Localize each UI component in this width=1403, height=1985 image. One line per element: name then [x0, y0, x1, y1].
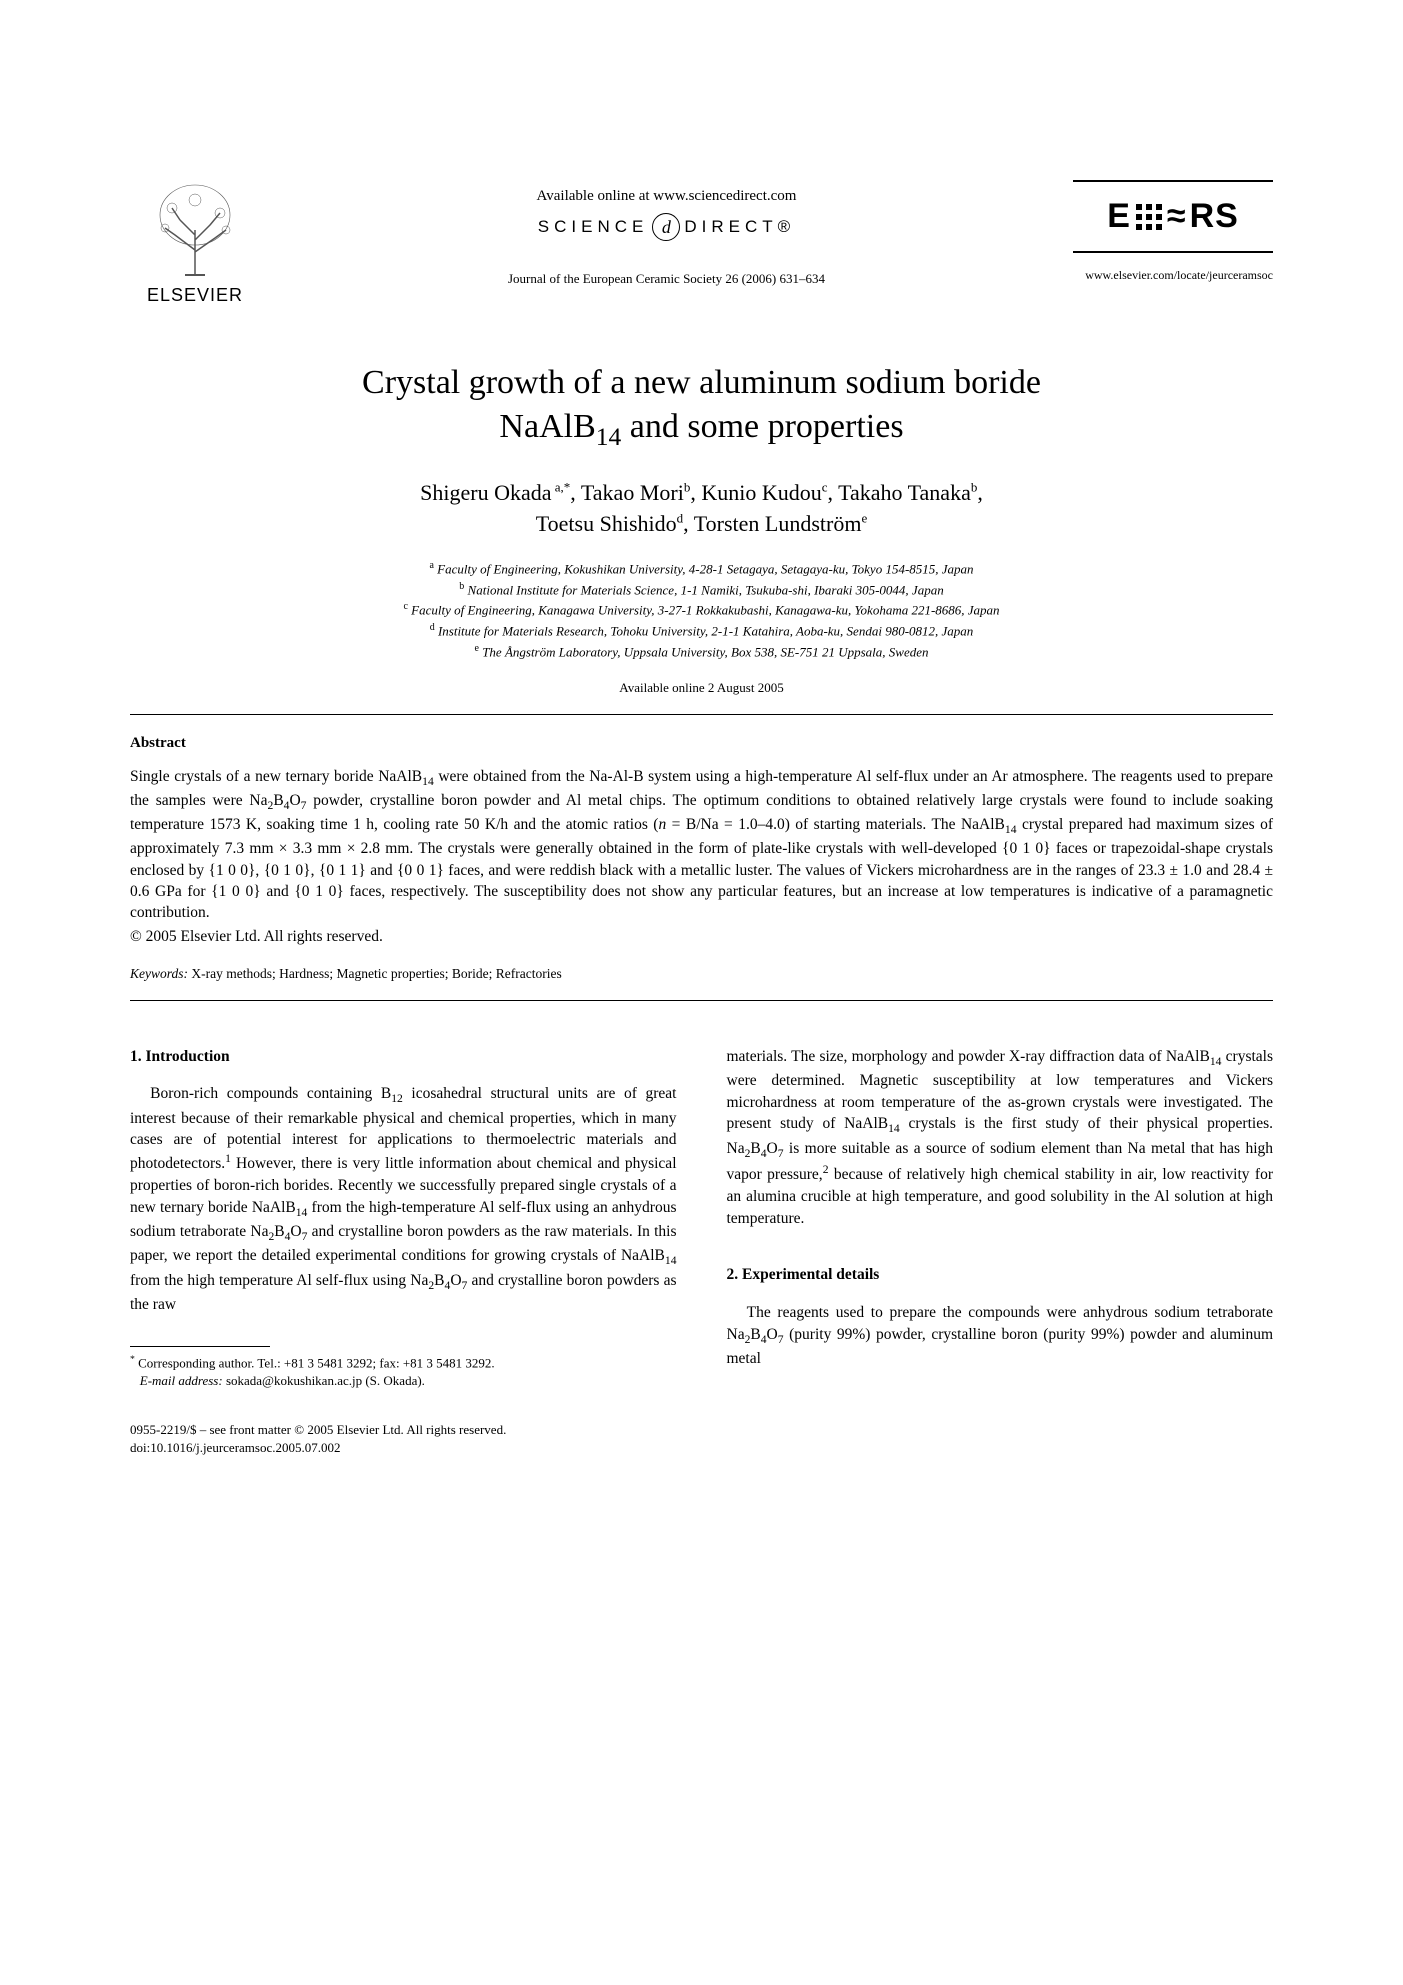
title-line2: NaAlB14 and some properties	[499, 408, 903, 445]
abstract-body: Single crystals of a new ternary boride …	[130, 766, 1273, 924]
section-2-para: The reagents used to prepare the compoun…	[727, 1302, 1274, 1370]
author-4-pre: , Takaho Tanaka	[828, 480, 971, 505]
footnote-line2: E-mail address: sokada@kokushikan.ac.jp …	[130, 1372, 677, 1390]
article-title: Crystal growth of a new aluminum sodium …	[130, 361, 1273, 453]
footnote-line1: * Corresponding author. Tel.: +81 3 5481…	[130, 1353, 677, 1373]
ecers-rs: RS	[1190, 197, 1239, 236]
author-4-comma: ,	[977, 480, 983, 505]
author-5: Toetsu Shishido	[536, 511, 677, 536]
authors-block: Shigeru Okada a,*, Takao Morib, Kunio Ku…	[130, 478, 1273, 540]
title-line1: Crystal growth of a new aluminum sodium …	[362, 364, 1041, 401]
left-column: 1. Introduction Boron-rich compounds con…	[130, 1046, 677, 1391]
copyright-line: © 2005 Elsevier Ltd. All rights reserved…	[130, 928, 1273, 946]
keywords-value: X-ray methods; Hardness; Magnetic proper…	[188, 966, 562, 981]
author-6-pre: , Torsten Lundström	[683, 511, 861, 536]
bottom-info: 0955-2219/$ – see front matter © 2005 El…	[130, 1421, 1273, 1457]
footnote-block: * Corresponding author. Tel.: +81 3 5481…	[130, 1353, 677, 1391]
author-1-affil: a,	[552, 480, 564, 495]
col2-continuation: materials. The size, morphology and powd…	[727, 1046, 1274, 1230]
author-3-pre: , Kunio Kudou	[690, 480, 821, 505]
doi-line: doi:10.1016/j.jeurceramsoc.2005.07.002	[130, 1439, 1273, 1457]
affiliation-a: a Faculty of Engineering, Kokushikan Uni…	[130, 558, 1273, 579]
keywords-label: Keywords:	[130, 966, 188, 981]
footnote-email: sokada@kokushikan.ac.jp (S. Okada).	[223, 1373, 425, 1388]
right-column: materials. The size, morphology and powd…	[727, 1046, 1274, 1391]
rule-above-abstract	[130, 714, 1273, 715]
author-6-affil: e	[861, 511, 867, 526]
available-online-text: Available online at www.sciencedirect.co…	[537, 188, 797, 205]
affiliation-d: d Institute for Materials Research, Toho…	[130, 620, 1273, 641]
elsevier-logo-block: ELSEVIER	[130, 180, 260, 306]
sciencedirect-right: DIRECT®	[684, 217, 795, 237]
affiliation-c: c Faculty of Engineering, Kanagawa Unive…	[130, 599, 1273, 620]
right-header-block: E ≈ RS www.elsevier.com/locate/jeurceram…	[1073, 180, 1273, 283]
ecers-e: E	[1107, 197, 1131, 236]
section-2-heading: 2. Experimental details	[727, 1264, 1274, 1286]
journal-citation: Journal of the European Ceramic Society …	[508, 271, 825, 287]
affiliation-d-text: Institute for Materials Research, Tohoku…	[438, 624, 973, 639]
two-column-body: 1. Introduction Boron-rich compounds con…	[130, 1046, 1273, 1391]
section-1-heading: 1. Introduction	[130, 1046, 677, 1068]
rule-below-keywords	[130, 1000, 1273, 1001]
journal-url: www.elsevier.com/locate/jeurceramsoc	[1085, 268, 1273, 283]
section-1-para: Boron-rich compounds containing B12 icos…	[130, 1083, 677, 1315]
keywords-line: Keywords: X-ray methods; Hardness; Magne…	[130, 966, 1273, 982]
ecers-approx: ≈	[1167, 197, 1187, 236]
date-online: Available online 2 August 2005	[130, 680, 1273, 696]
elsevier-label: ELSEVIER	[147, 285, 243, 306]
affiliation-e-text: The Ångström Laboratory, Uppsala Univers…	[482, 644, 928, 659]
sciencedirect-logo: SCIENCE d DIRECT®	[538, 213, 795, 241]
footnote-text: Corresponding author. Tel.: +81 3 5481 3…	[135, 1355, 495, 1370]
abstract-heading: Abstract	[130, 735, 1273, 752]
footnote-email-label: E-mail address:	[140, 1373, 223, 1388]
affiliation-e: e The Ångström Laboratory, Uppsala Unive…	[130, 641, 1273, 662]
sciencedirect-left: SCIENCE	[538, 217, 649, 237]
sciencedirect-d-icon: d	[652, 213, 680, 241]
affiliation-b-text: National Institute for Materials Science…	[468, 582, 944, 597]
issn-line: 0955-2219/$ – see front matter © 2005 El…	[130, 1421, 1273, 1439]
center-header-block: Available online at www.sciencedirect.co…	[260, 180, 1073, 287]
affiliation-b: b National Institute for Materials Scien…	[130, 579, 1273, 600]
ecers-pattern-icon	[1134, 202, 1164, 232]
affiliation-c-text: Faculty of Engineering, Kanagawa Univers…	[411, 603, 999, 618]
affiliations-block: a Faculty of Engineering, Kokushikan Uni…	[130, 558, 1273, 662]
author-1: Shigeru Okada	[420, 480, 551, 505]
ecers-logo: E ≈ RS	[1073, 180, 1273, 253]
author-2-pre: , Takao Mori	[570, 480, 684, 505]
affiliation-a-text: Faculty of Engineering, Kokushikan Unive…	[437, 561, 973, 576]
elsevier-tree-icon	[150, 180, 240, 280]
footnote-rule	[130, 1346, 270, 1347]
header-row: ELSEVIER Available online at www.science…	[130, 180, 1273, 306]
